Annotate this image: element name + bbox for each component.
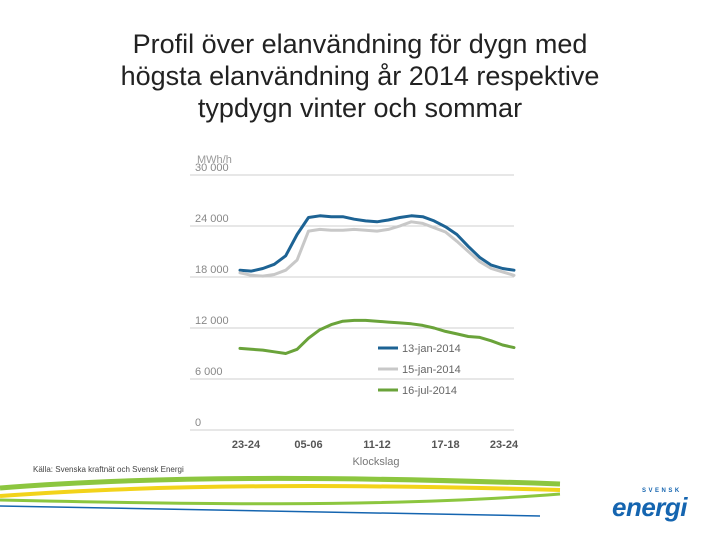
- x-axis-label: Klockslag: [352, 456, 399, 468]
- legend-label: 15-jan-2014: [402, 364, 461, 376]
- x-tick-label: 17-18: [431, 439, 459, 451]
- legend-label: 16-jul-2014: [402, 385, 457, 397]
- swoosh-yellow-stripe: [0, 484, 561, 498]
- swoosh-green-stripe: [0, 475, 561, 491]
- y-axis-label: MWh/h: [197, 154, 232, 166]
- x-tick-label: 05-06: [294, 439, 322, 451]
- grid-layer: [190, 174, 514, 431]
- logo-small-text: SVENSK: [642, 488, 682, 494]
- x-tick-label: 23-24: [490, 439, 519, 451]
- swoosh-green-stripe-lower: [0, 492, 561, 506]
- x-tick-label: 23-24: [232, 439, 261, 451]
- swoosh-blue-stripe: [0, 505, 541, 517]
- y-tick-label: 0: [195, 417, 201, 429]
- y-tick-label: 6 000: [195, 366, 223, 378]
- series-line-16-jul-2014: [238, 318, 516, 355]
- source-note: Källa: Svenska kraftnät och Svensk Energ…: [33, 465, 184, 474]
- logo-big-text: energi: [612, 492, 688, 522]
- slide-title: Profil över elanvändning för dygn med hö…: [120, 29, 600, 123]
- legend-label: 13-jan-2014: [402, 343, 461, 355]
- y-tick-label: 24 000: [195, 213, 229, 225]
- svensk-energi-logo: SVENSK energi: [606, 488, 696, 524]
- footer-swoosh: [0, 475, 561, 517]
- legend: 13-jan-2014 15-jan-2014 16-jul-2014: [378, 343, 461, 397]
- y-tick-label: 12 000: [195, 315, 229, 327]
- series-line-13-jan-2014: [238, 214, 516, 273]
- y-tick-label: 18 000: [195, 264, 229, 276]
- y-tick-label: 30 000: [195, 162, 229, 174]
- y-tick-labels: 0 6 000 12 000 18 000 24 000 30 000: [195, 162, 229, 429]
- x-tick-labels: 23-24 05-06 11-12 17-18 23-24: [232, 439, 519, 451]
- x-tick-label: 11-12: [363, 439, 391, 451]
- series-line-15-jan-2014: [238, 220, 516, 278]
- series-layer: [238, 214, 516, 355]
